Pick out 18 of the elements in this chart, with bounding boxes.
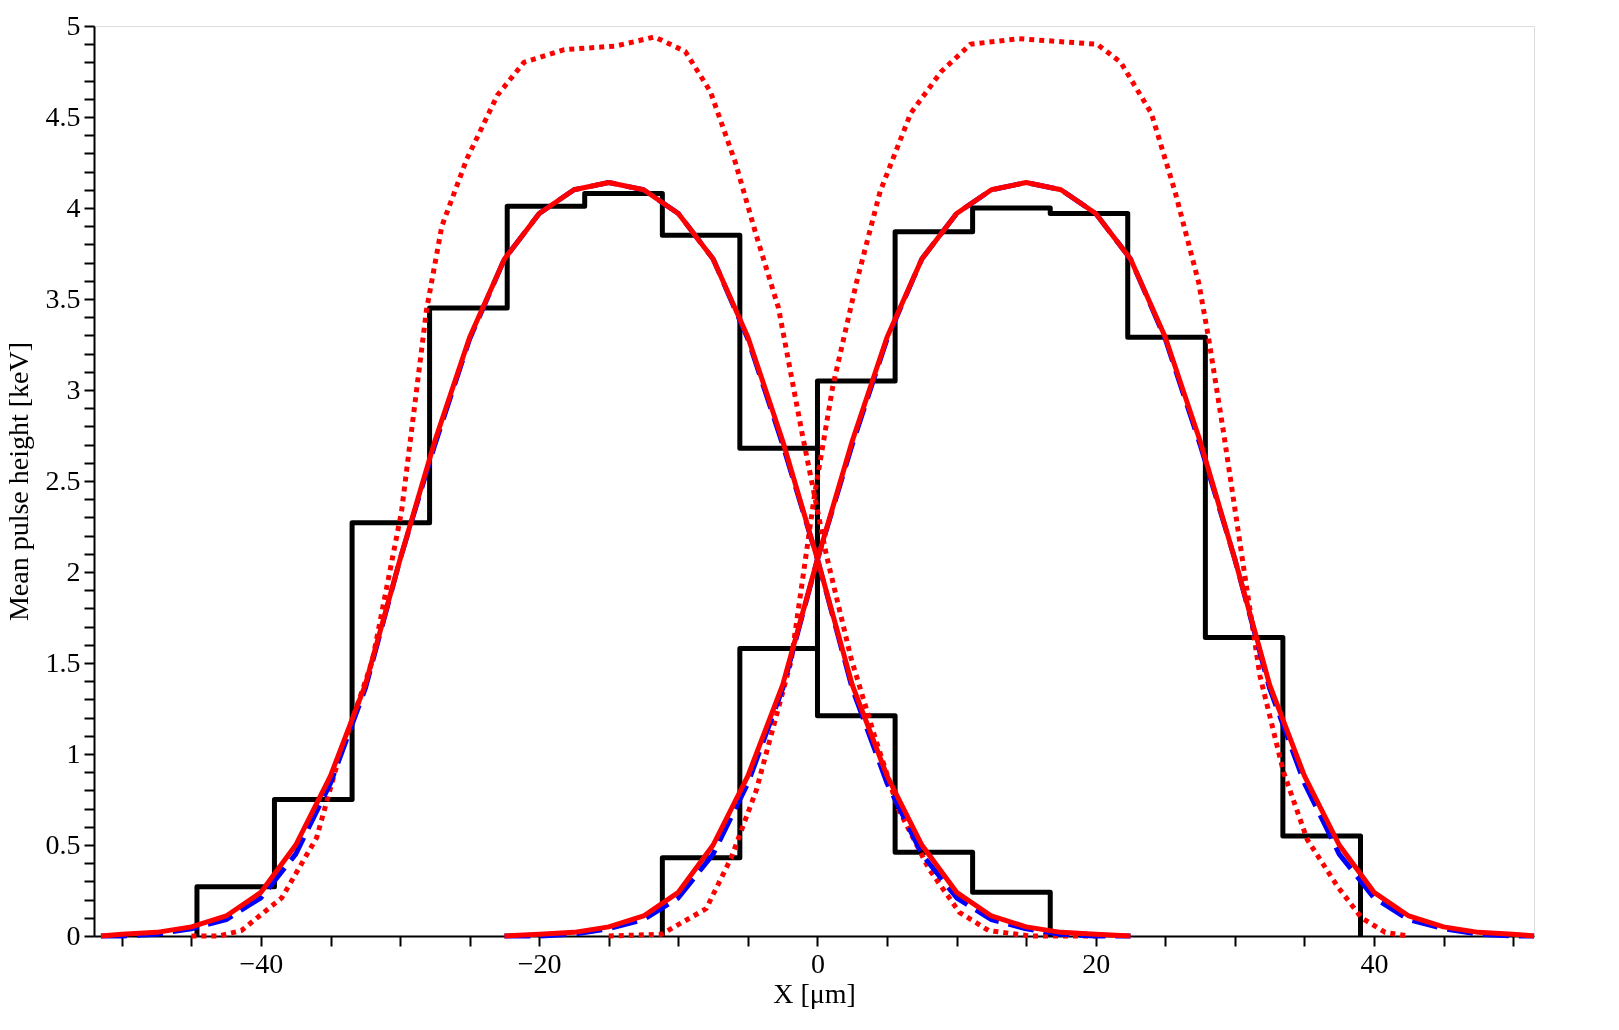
y-tick-label: 2.5: [45, 464, 81, 496]
y-axis-title: Mean pulse height [keV]: [2, 341, 34, 622]
x-tick-label: −40: [239, 947, 284, 979]
y-tick-label: 3.5: [45, 282, 81, 314]
y-tick-label: 4: [66, 191, 81, 223]
y-tick-label: 0: [66, 919, 81, 951]
y-tick-label: 3: [66, 373, 81, 405]
x-tick-label: 40: [1360, 947, 1389, 979]
y-tick-label: 1.5: [45, 646, 81, 678]
x-tick-label: 20: [1082, 947, 1111, 979]
y-tick-label: 0.5: [45, 828, 81, 860]
x-tick-label: −20: [517, 947, 562, 979]
y-tick-label: 1: [66, 737, 81, 769]
y-tick-label: 2: [66, 555, 81, 587]
y-tick-label: 4.5: [45, 100, 81, 132]
x-axis-title: X [μm]: [773, 977, 856, 1009]
x-tick-label: 0: [810, 947, 825, 979]
y-tick-label: 5: [66, 9, 81, 41]
